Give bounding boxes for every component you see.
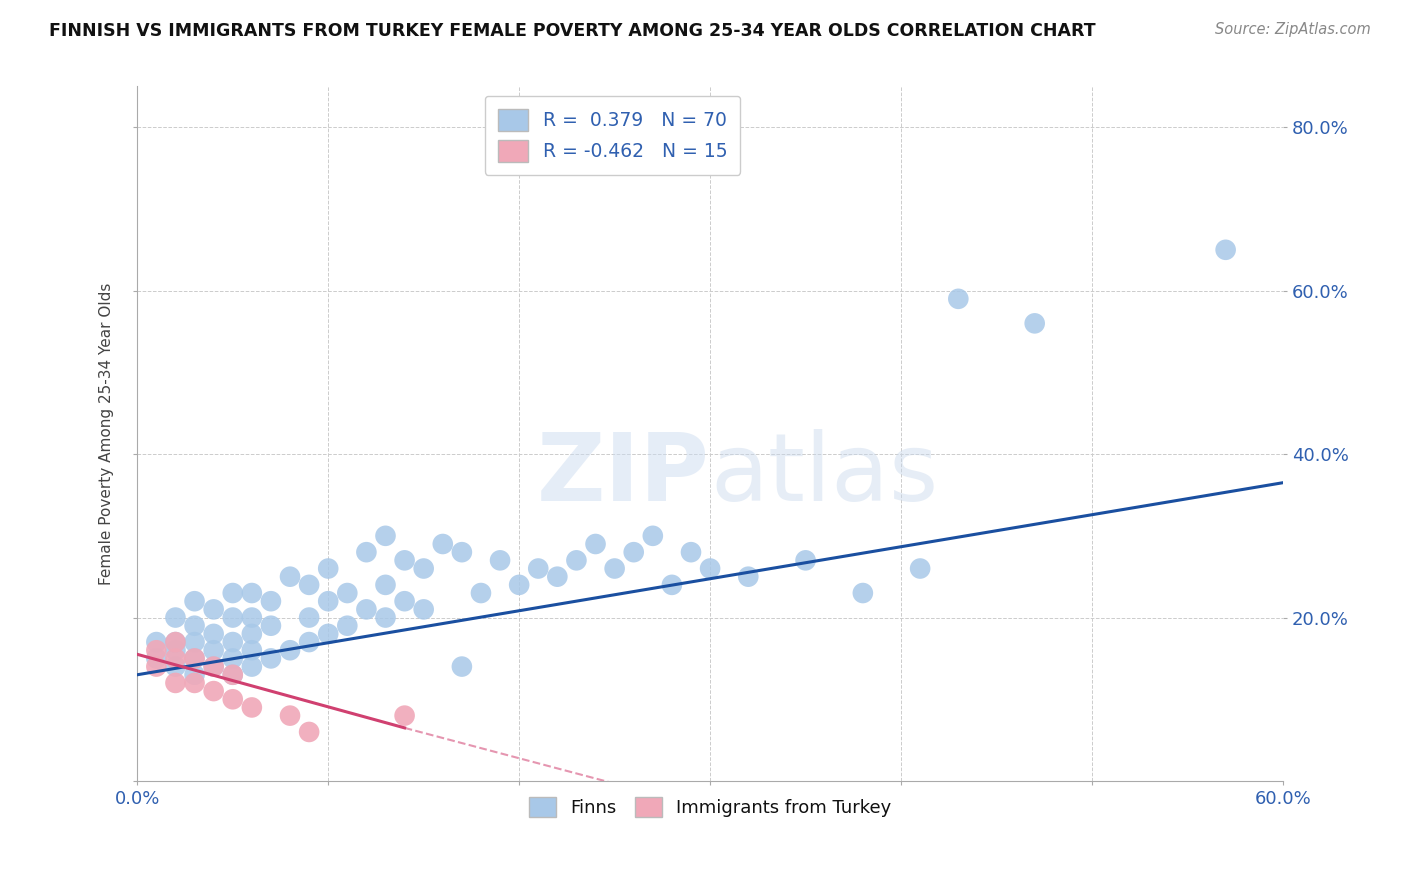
Point bbox=[1024, 317, 1046, 331]
Point bbox=[298, 610, 321, 624]
Point bbox=[394, 553, 416, 567]
Point bbox=[374, 529, 396, 543]
Point bbox=[240, 700, 263, 714]
Point bbox=[145, 643, 167, 657]
Point bbox=[316, 561, 339, 575]
Point bbox=[661, 578, 683, 592]
Point bbox=[451, 545, 474, 559]
Point bbox=[222, 667, 245, 681]
Point bbox=[623, 545, 645, 559]
Point bbox=[278, 708, 301, 723]
Point bbox=[165, 643, 187, 657]
Point bbox=[737, 570, 759, 584]
Point bbox=[183, 594, 205, 608]
Point bbox=[222, 610, 245, 624]
Point bbox=[202, 627, 225, 641]
Point bbox=[202, 684, 225, 698]
Point bbox=[412, 602, 434, 616]
Point bbox=[202, 659, 225, 673]
Point bbox=[240, 610, 263, 624]
Point bbox=[1215, 243, 1237, 257]
Y-axis label: Female Poverty Among 25-34 Year Olds: Female Poverty Among 25-34 Year Olds bbox=[100, 283, 114, 585]
Point bbox=[145, 659, 167, 673]
Point bbox=[183, 651, 205, 665]
Point bbox=[336, 586, 359, 600]
Text: atlas: atlas bbox=[710, 429, 938, 521]
Point bbox=[948, 292, 970, 306]
Point bbox=[165, 659, 187, 673]
Point bbox=[298, 578, 321, 592]
Point bbox=[585, 537, 607, 551]
Point bbox=[298, 635, 321, 649]
Point bbox=[145, 635, 167, 649]
Point bbox=[202, 602, 225, 616]
Point bbox=[222, 651, 245, 665]
Text: ZIP: ZIP bbox=[537, 429, 710, 521]
Legend: Finns, Immigrants from Turkey: Finns, Immigrants from Turkey bbox=[522, 789, 898, 824]
Point bbox=[298, 725, 321, 739]
Text: Source: ZipAtlas.com: Source: ZipAtlas.com bbox=[1215, 22, 1371, 37]
Point bbox=[278, 643, 301, 657]
Point bbox=[432, 537, 454, 551]
Point bbox=[183, 667, 205, 681]
Point bbox=[240, 627, 263, 641]
Point bbox=[316, 627, 339, 641]
Point bbox=[412, 561, 434, 575]
Point bbox=[183, 635, 205, 649]
Point bbox=[508, 578, 530, 592]
Point bbox=[240, 643, 263, 657]
Point bbox=[527, 561, 550, 575]
Point bbox=[222, 586, 245, 600]
Point bbox=[222, 667, 245, 681]
Point bbox=[374, 610, 396, 624]
Point bbox=[145, 651, 167, 665]
Point bbox=[908, 561, 931, 575]
Point bbox=[470, 586, 492, 600]
Point bbox=[165, 610, 187, 624]
Point bbox=[202, 659, 225, 673]
Point bbox=[202, 643, 225, 657]
Point bbox=[183, 618, 205, 632]
Point bbox=[240, 586, 263, 600]
Point bbox=[240, 659, 263, 673]
Point bbox=[165, 651, 187, 665]
Point bbox=[222, 692, 245, 706]
Point bbox=[165, 676, 187, 690]
Point bbox=[451, 659, 474, 673]
Point bbox=[356, 545, 378, 559]
Point bbox=[679, 545, 702, 559]
Point bbox=[260, 618, 283, 632]
Point bbox=[260, 594, 283, 608]
Point bbox=[546, 570, 568, 584]
Point bbox=[794, 553, 817, 567]
Point bbox=[260, 651, 283, 665]
Point bbox=[165, 635, 187, 649]
Point bbox=[316, 594, 339, 608]
Point bbox=[394, 594, 416, 608]
Point bbox=[278, 570, 301, 584]
Point bbox=[852, 586, 875, 600]
Point bbox=[565, 553, 588, 567]
Point bbox=[165, 635, 187, 649]
Point bbox=[374, 578, 396, 592]
Point bbox=[489, 553, 512, 567]
Point bbox=[222, 635, 245, 649]
Point bbox=[699, 561, 721, 575]
Point bbox=[356, 602, 378, 616]
Point bbox=[336, 618, 359, 632]
Point bbox=[641, 529, 664, 543]
Point bbox=[394, 708, 416, 723]
Point bbox=[603, 561, 626, 575]
Text: FINNISH VS IMMIGRANTS FROM TURKEY FEMALE POVERTY AMONG 25-34 YEAR OLDS CORRELATI: FINNISH VS IMMIGRANTS FROM TURKEY FEMALE… bbox=[49, 22, 1095, 40]
Point bbox=[183, 651, 205, 665]
Point bbox=[183, 676, 205, 690]
